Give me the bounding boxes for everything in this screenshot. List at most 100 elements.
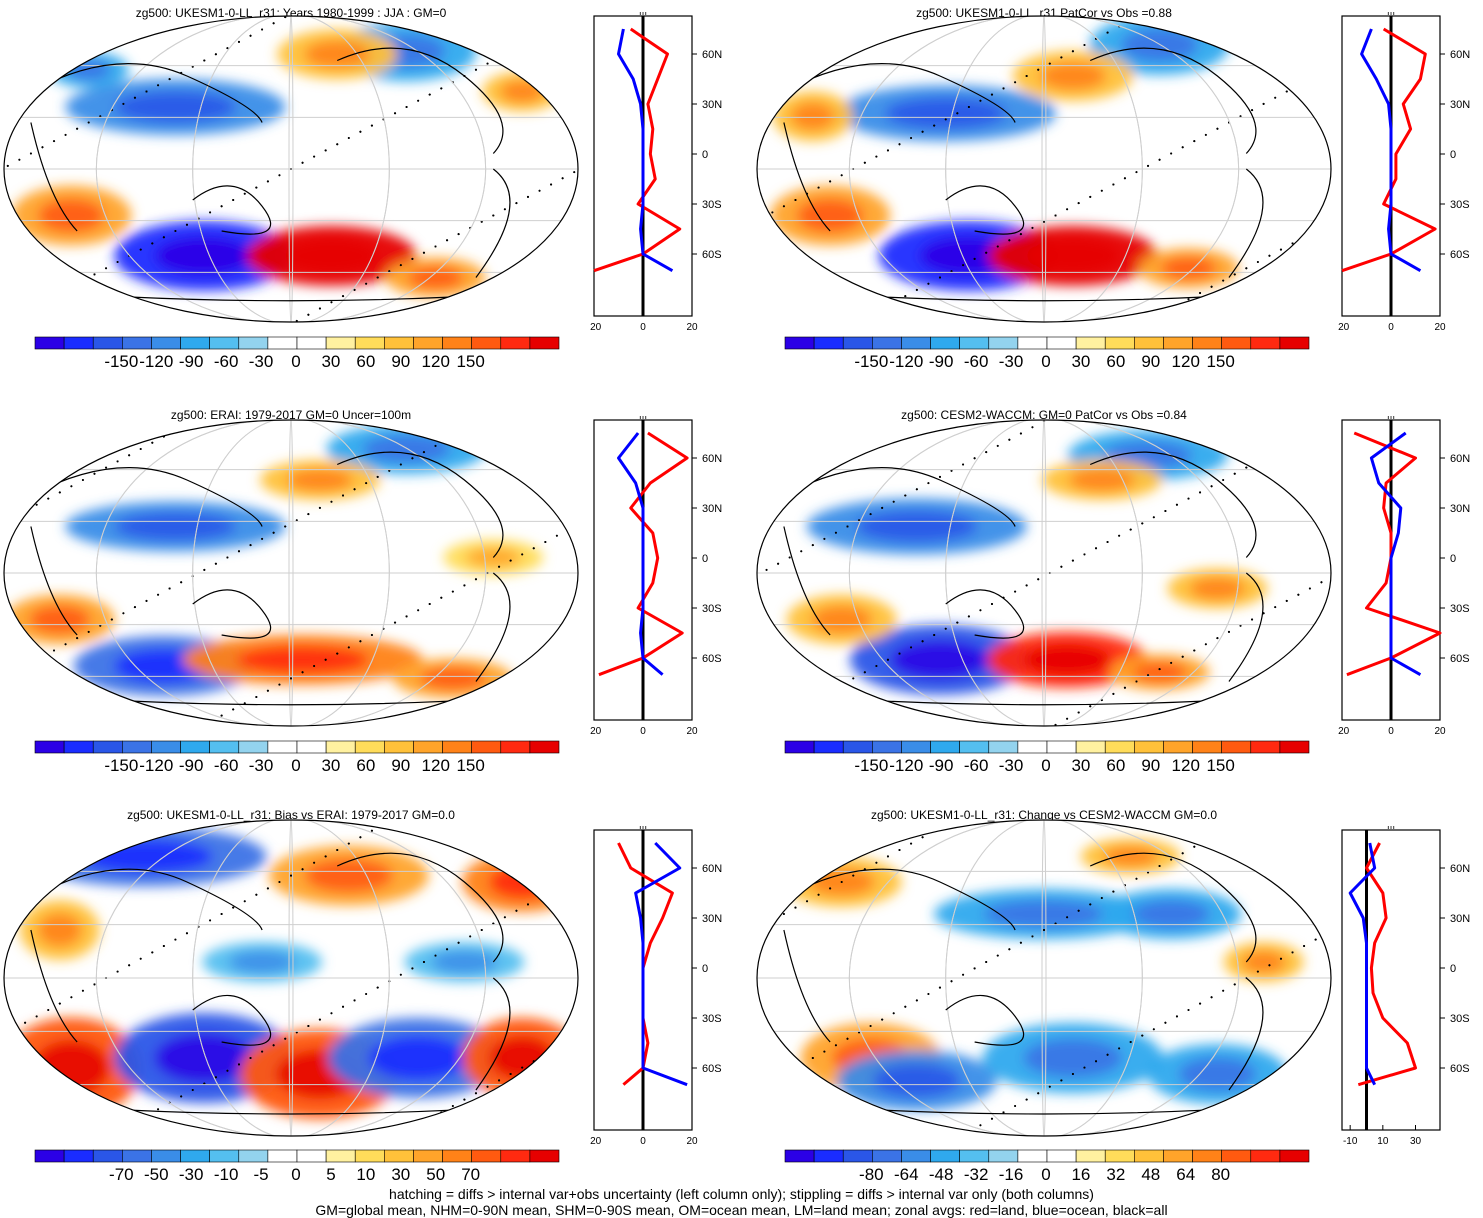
stipple-dot [573, 877, 576, 880]
stipple-dot [151, 951, 154, 954]
stipple-dot [544, 1053, 547, 1056]
anomaly-core [1121, 28, 1199, 62]
colorbar-swatch [122, 740, 152, 754]
zonal-x-tick-label: -20 [1338, 322, 1350, 333]
stipple-dot [422, 451, 425, 454]
colorbar-swatch [500, 740, 531, 754]
stipple-dot [191, 1089, 194, 1091]
stipple-dot [370, 829, 373, 832]
stipple-dot [811, 34, 814, 37]
stipple-dot [1268, 964, 1271, 967]
stipple-dot [12, 1028, 15, 1031]
stipple-dot [881, 506, 884, 509]
colorbar-tick-label: -60 [213, 756, 239, 775]
stipple-dot [24, 310, 27, 313]
stipple-dot [498, 56, 501, 59]
stipple-dot [249, 1057, 252, 1059]
stipple-dot [1268, 454, 1271, 457]
stipple-dot [261, 537, 264, 540]
anomaly-core [304, 40, 371, 69]
stipple-dot [261, 28, 264, 31]
stipple-dot [771, 211, 774, 214]
colorbar-tick-label: -90 [178, 756, 204, 775]
stipple-dot [376, 986, 379, 989]
stipple-dot [1285, 1114, 1288, 1117]
stipple-dot [2, 522, 3, 524]
stipple-dot [1031, 935, 1034, 938]
stipple-dot [509, 50, 512, 53]
stipple-dot [422, 961, 425, 963]
stipple-dot [1008, 438, 1011, 441]
stipple-dot [307, 313, 310, 316]
colorbar-tick-label: -64 [893, 1165, 919, 1184]
stipple-dot [463, 1098, 466, 1101]
stipple-dot [70, 285, 73, 288]
stipple-dot [255, 186, 258, 189]
zonal-unit-label: m [1387, 826, 1395, 831]
stipple-dot [122, 1127, 125, 1130]
stipple-dot [434, 954, 437, 957]
colorbar-swatch [784, 740, 815, 754]
stipple-dot [237, 550, 240, 553]
stipple-dot [336, 143, 339, 146]
colorbar-swatch [988, 1149, 1019, 1163]
colorbar-tick-label: 5 [326, 1165, 336, 1184]
colorbar-tick-label: 30 [391, 1165, 411, 1184]
world-map [3, 15, 579, 323]
stipple-dot [24, 510, 27, 512]
stipple-dot [64, 839, 67, 842]
coastline [783, 47, 1276, 302]
stipple-dot [480, 929, 483, 931]
stipple-dot [18, 865, 21, 867]
colorbar-tick-label: 120 [1171, 352, 1200, 371]
colorbar-swatch [92, 740, 123, 754]
stipple-dot [765, 59, 768, 62]
stipple-dot [128, 454, 131, 457]
zonal-x-tick-label: -20 [590, 1136, 602, 1147]
colorbar-swatch [151, 740, 181, 754]
stipple-dot [53, 140, 56, 143]
stipple-dot [1320, 71, 1323, 74]
anomaly-core [885, 97, 1007, 129]
land-mean-line [598, 431, 689, 677]
stipple-dot [1002, 1111, 1005, 1114]
lat-tick-label: 30N [1450, 913, 1470, 925]
stipple-dot [526, 195, 529, 198]
stipple-dot [1285, 90, 1288, 93]
stipple-dot [1077, 909, 1080, 912]
stipple-dot [1135, 171, 1138, 174]
stipple-dot [168, 78, 171, 81]
stipple-dot [1152, 316, 1155, 319]
stipple-dot [226, 556, 229, 559]
stipple-dot [1285, 1114, 1288, 1117]
stipple-dot [417, 609, 420, 612]
stipple-dot [979, 1124, 982, 1127]
stipple-dot [1129, 19, 1132, 22]
stipple-dot [1123, 686, 1126, 689]
stipple-dot [544, 541, 547, 543]
zonal-unit-label: m [1387, 416, 1395, 421]
stipple-dot [1095, 547, 1098, 550]
colorbar-swatch [959, 1149, 990, 1163]
colorbar-swatch [413, 336, 443, 350]
colorbar-swatch [1163, 1149, 1193, 1163]
stipple-dot [446, 438, 449, 441]
stipple-dot [1193, 140, 1196, 143]
stipple-dot [1210, 485, 1213, 488]
stipple-dot [840, 683, 843, 686]
stipple-dot [967, 615, 970, 618]
stipple-dot [12, 516, 15, 519]
stipple-dot [399, 463, 402, 466]
stipple-dot [301, 868, 304, 871]
anomaly-core [1161, 257, 1216, 280]
stipple-dot [567, 19, 570, 22]
stipple-dot [755, 575, 756, 577]
stipple-dot [800, 40, 803, 43]
stipple-dot [261, 1050, 264, 1053]
colorbar-tick-label: -30 [998, 352, 1024, 371]
stipple-dot [76, 833, 79, 835]
stipple-dot [278, 881, 281, 883]
colorbar-swatch [1104, 336, 1135, 350]
stipple-dot [243, 900, 246, 903]
stipple-dot [811, 1057, 814, 1059]
